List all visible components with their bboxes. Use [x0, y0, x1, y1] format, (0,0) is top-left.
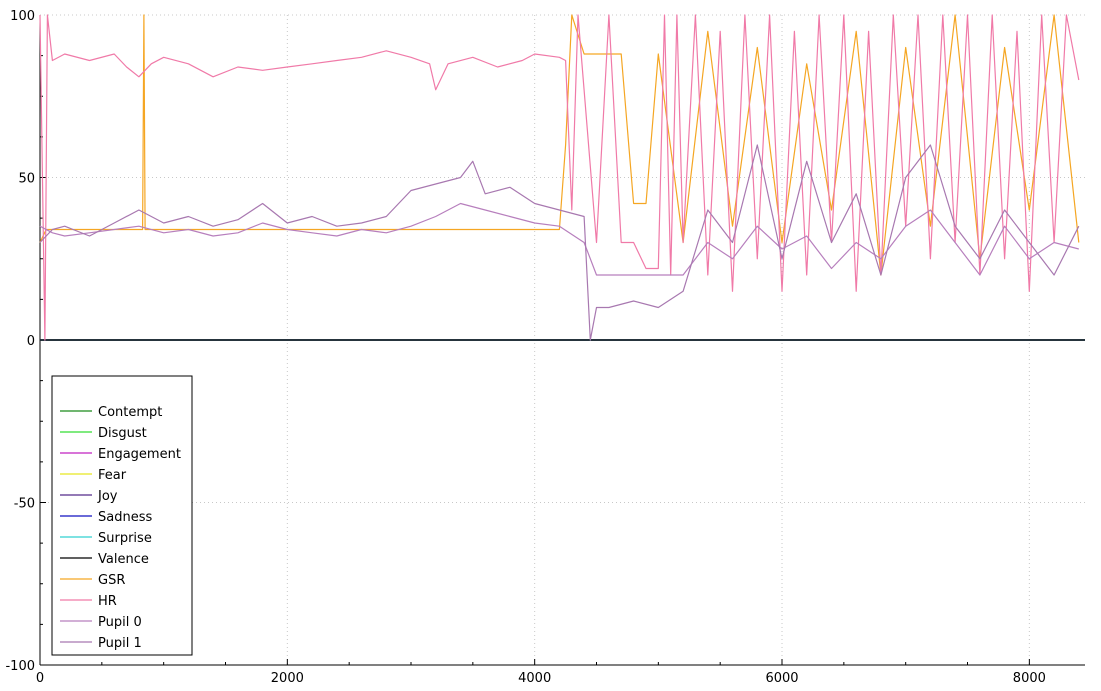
y-tick-label: 50: [18, 172, 35, 187]
legend-label-disgust: Disgust: [98, 426, 147, 441]
tick-labels: 0 2000 4000 6000 8000 100 50 0 -50 -100: [5, 9, 1045, 686]
y-tick-label: -50: [14, 497, 35, 512]
series-line-gsr: [39, 14, 1080, 276]
legend-label-valence: Valence: [98, 552, 149, 567]
series-line-pupil-0: [39, 202, 1079, 276]
legend-label-pupil-0: Pupil 0: [98, 615, 142, 630]
series-lines: [39, 14, 1085, 341]
legend-label-gsr: GSR: [98, 573, 125, 588]
x-tick-label: 8000: [1013, 671, 1046, 686]
legend-label-hr: HR: [98, 594, 117, 609]
legend-label-joy: Joy: [97, 489, 118, 504]
legend-label-engagement: Engagement: [98, 447, 181, 462]
legend-label-pupil-1: Pupil 1: [98, 636, 142, 651]
x-tick-label: 0: [36, 671, 44, 686]
legend-label-fear: Fear: [98, 468, 127, 483]
legend-label-contempt: Contempt: [98, 405, 162, 420]
y-tick-label: -100: [5, 659, 35, 674]
y-tick-label: 100: [10, 9, 35, 24]
series-line-pupil-1: [39, 144, 1080, 341]
x-tick-label: 2000: [271, 671, 304, 686]
y-tick-label: 0: [27, 334, 35, 349]
legend-label-sadness: Sadness: [98, 510, 152, 525]
legend-label-surprise: Surprise: [98, 531, 152, 546]
x-tick-label: 6000: [765, 671, 798, 686]
legend: Contempt Disgust Engagement Fear Joy Sadness S…: [51, 375, 193, 656]
x-tick-label: 4000: [518, 671, 551, 686]
series-line-hr: [39, 14, 1080, 341]
